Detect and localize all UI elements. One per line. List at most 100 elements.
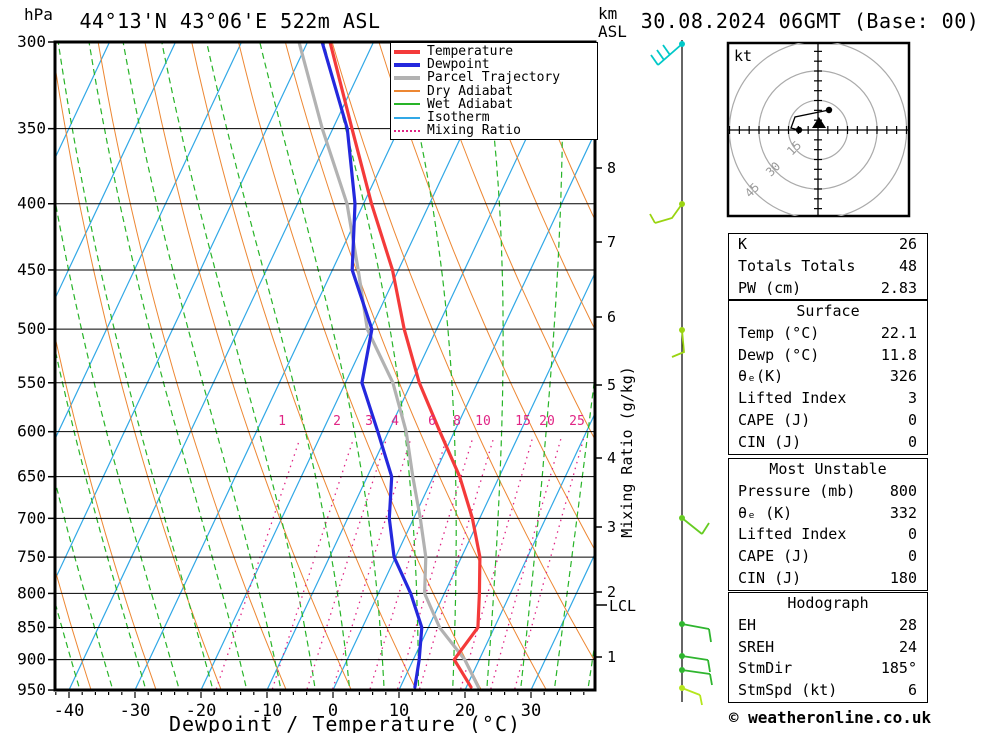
hodograph-trace-dot (795, 126, 803, 134)
km-tick-label: 5 (607, 376, 616, 394)
temp-tick-label: -20 (186, 701, 217, 721)
pressure-tick-label: 700 (17, 508, 46, 527)
row-label: θₑ (K) (738, 503, 793, 522)
row-label: Lifted Index (738, 525, 847, 544)
legend-label: Isotherm (427, 110, 490, 126)
legend-label: Dry Adiabat (427, 83, 514, 99)
km-tick-label: 1 (607, 648, 616, 666)
legend-line-sample (394, 116, 420, 119)
row-label: EH (738, 615, 757, 634)
wind-barb (671, 329, 685, 358)
row-value: 26 (898, 235, 917, 253)
wet-adiabat-line (206, 43, 351, 689)
mixing-ratio-value-label: 10 (475, 414, 491, 429)
copyright-link[interactable]: © weatheronline.co.uk (728, 708, 932, 727)
isotherm-line (332, 133, 594, 689)
isotherm-line (56, 43, 110, 158)
row-label: θₑ(K) (738, 367, 784, 386)
row-label: PW (cm) (738, 278, 802, 297)
row-value: 0 (907, 547, 917, 566)
wind-barb-dot (679, 201, 685, 207)
isotherm-line (134, 43, 440, 689)
legend-item: Dry Adiabat (394, 83, 597, 99)
row-label: StmDir (738, 659, 793, 678)
row-label: Totals Totals (738, 256, 856, 275)
hodograph-trace-dot (825, 106, 833, 114)
table-row: CIN (J) 0 (729, 432, 927, 454)
pressure-tick-label: 900 (17, 650, 46, 669)
wet-adiabat-line (56, 202, 180, 689)
indices-panel: K 26 Totals Totals 48 PW (cm) 2.83 (728, 233, 928, 301)
wet-adiabat-line (56, 603, 81, 689)
datetime-title: 30.08.2024 06GMT (Base: 00) (640, 9, 980, 33)
row-value: 185° (880, 659, 917, 678)
row-value: 3 (907, 389, 917, 408)
wet-adiabat-line (481, 43, 504, 689)
legend-line-sample (394, 103, 420, 106)
row-value: 0 (907, 432, 917, 451)
hodograph-panel: Hodograph EH 28 SREH 24 StmDir 185° StmSpd (kt… (728, 592, 928, 703)
parcel-trajectory-curve (297, 43, 480, 689)
legend-line-sample (394, 49, 420, 54)
row-label: CIN (J) (738, 568, 802, 587)
row-value: 800 (889, 481, 917, 500)
surface-panel: Surface Temp (°C) 22.1 Dewp (°C) 11.8 θₑ(K) 3… (728, 300, 928, 455)
wind-barb-tick (708, 628, 712, 643)
table-row: Temp (°C) 22.1 (729, 323, 927, 345)
wet-adiabat-line (398, 43, 457, 689)
wind-barb-tick (649, 213, 656, 224)
surface-rows: Temp (°C) 22.1 Dewp (°C) 11.8 θₑ(K) 326 Lifted… (729, 323, 927, 454)
dry-adiabat-line (425, 43, 594, 439)
km-tick-label: 7 (607, 233, 616, 251)
wind-barb-tick (707, 659, 711, 673)
wind-barb-dot (679, 327, 685, 333)
row-label: Temp (°C) (738, 323, 820, 342)
km-tick-label: 6 (607, 308, 616, 326)
altitude-axis-unit: km ASL (598, 4, 627, 41)
pressure-tick-label: 550 (17, 373, 46, 392)
mixing-ratio-line (215, 438, 301, 689)
row-label: CIN (J) (738, 432, 802, 451)
temp-tick-label: -10 (252, 701, 283, 721)
mixing-ratio-value-label: 4 (391, 414, 399, 429)
isotherm-line (68, 43, 374, 689)
temp-tick-label: 20 (455, 701, 475, 721)
storm-motion-marker (812, 117, 826, 128)
row-label: SREH (738, 637, 775, 656)
mixing-ratio-value-label: 8 (453, 414, 461, 429)
wet-adiabat-line (161, 43, 316, 689)
table-row: StmSpd (kt) 6 (729, 680, 927, 702)
table-row: StmDir 185° (729, 658, 927, 680)
wind-barb (654, 203, 683, 224)
row-label: StmSpd (kt) (738, 681, 838, 700)
legend: Temperature Dewpoint Parcel Trajectory Dry … (390, 42, 598, 141)
wet-adiabat-line (88, 43, 248, 689)
legend-label: Dewpoint (427, 57, 490, 73)
dewpoint-curve (320, 43, 424, 689)
pressure-tick-label: 600 (17, 422, 46, 441)
most-unstable-panel-header: Most Unstable (769, 460, 887, 478)
hodograph-panel-header: Hodograph (787, 594, 869, 612)
table-row: Dewp (°C) 11.8 (729, 345, 927, 367)
mixing-ratio-value-label: 3 (365, 414, 373, 429)
table-row: PW (cm) 2.83 (729, 278, 927, 300)
table-row: Lifted Index 0 (729, 524, 927, 546)
wet-adiabat-line (520, 43, 564, 689)
legend-label: Parcel Trajectory (427, 70, 561, 86)
indices-rows: K 26 Totals Totals 48 PW (cm) 2.83 (729, 234, 927, 299)
legend-line-sample (394, 62, 420, 67)
wind-barb (681, 655, 709, 661)
wind-barb (681, 687, 701, 696)
pressure-tick-label: 850 (17, 618, 46, 637)
table-row: CAPE (J) 0 (729, 410, 927, 432)
table-row: EH 28 (729, 615, 927, 637)
pressure-tick-label: 450 (17, 260, 46, 279)
wind-barb-tick (709, 673, 713, 686)
isotherm-line (530, 554, 594, 689)
surface-panel-header: Surface (796, 302, 860, 320)
legend-item: Mixing Ratio (394, 123, 597, 138)
km-tick-label: 2 (607, 583, 616, 601)
temp-tick-label: -30 (120, 701, 151, 721)
